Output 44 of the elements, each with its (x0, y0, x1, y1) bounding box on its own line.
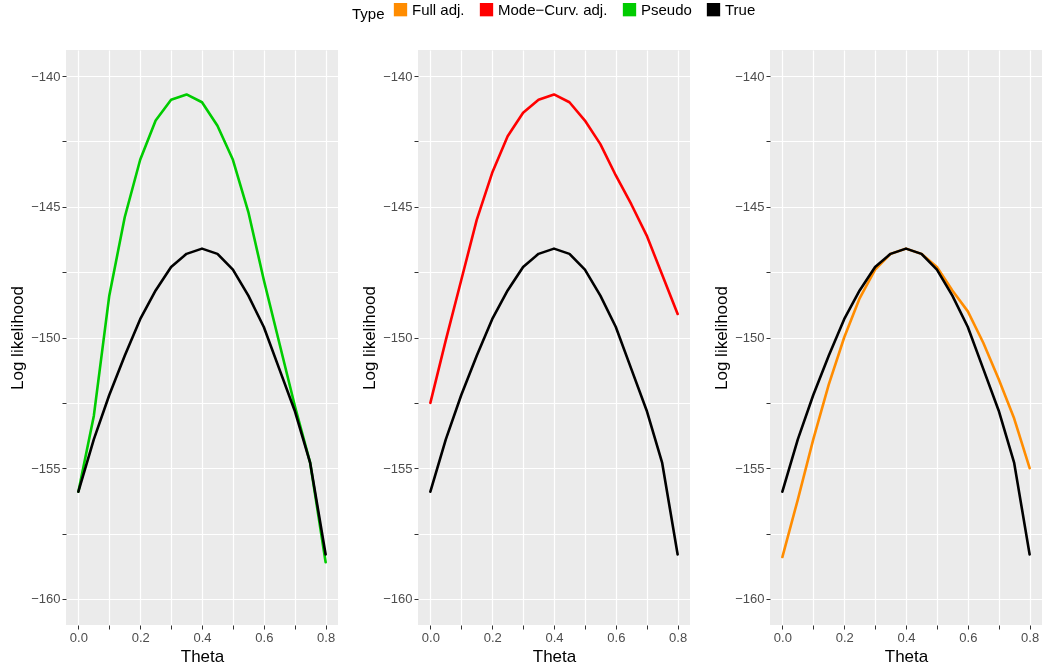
legend-label: Pseudo (641, 0, 692, 18)
line-series (77, 247, 327, 556)
y-tick-label: −140 (31, 68, 61, 84)
line-series (429, 93, 679, 405)
legend-label: Mode−Curv. adj. (498, 0, 608, 18)
y-tick-label: −155 (31, 460, 61, 476)
x-tick-label: 0.4 (897, 629, 916, 645)
legend-title: Type (352, 5, 385, 22)
x-tick-label: 0.0 (421, 629, 440, 645)
x-tick-label: 0.2 (835, 629, 854, 645)
x-axis-title: Theta (532, 646, 577, 666)
x-tick-label: 0.8 (669, 629, 688, 645)
y-tick-label: −160 (735, 591, 765, 607)
y-tick-label: −160 (31, 591, 61, 607)
legend-label: Full adj. (412, 0, 465, 18)
legend-label: True (725, 0, 756, 18)
y-axis-title: Log likelihood (8, 286, 28, 390)
y-tick-label: −145 (383, 199, 413, 215)
x-tick-label: 0.0 (69, 629, 88, 645)
y-tick-label: −145 (735, 199, 765, 215)
y-tick-label: −150 (383, 330, 413, 345)
x-tick-label: 0.8 (317, 629, 336, 645)
x-tick-label: 0.0 (773, 629, 792, 645)
y-axis-title: Log likelihood (360, 286, 380, 390)
y-tick-label: −145 (31, 199, 61, 215)
line-series (429, 247, 679, 556)
y-tick-label: −150 (31, 330, 61, 345)
y-tick-label: −155 (735, 460, 765, 476)
y-tick-label: −150 (735, 330, 765, 345)
x-tick-label: 0.6 (959, 629, 978, 645)
x-tick-label: 0.8 (1021, 629, 1040, 645)
y-tick-label: −160 (383, 591, 413, 607)
x-tick-label: 0.2 (483, 629, 502, 645)
y-tick-label: −155 (383, 460, 413, 476)
x-tick-label: 0.4 (545, 629, 564, 645)
y-tick-label: −140 (735, 68, 765, 84)
x-tick-label: 0.6 (255, 629, 274, 645)
x-axis-title: Theta (180, 646, 225, 666)
x-tick-label: 0.4 (193, 629, 212, 645)
y-axis-title: Log likelihood (712, 286, 732, 390)
x-tick-label: 0.6 (607, 629, 626, 645)
x-tick-label: 0.2 (131, 629, 150, 645)
y-tick-label: −140 (383, 68, 413, 84)
x-axis-title: Theta (884, 646, 929, 666)
